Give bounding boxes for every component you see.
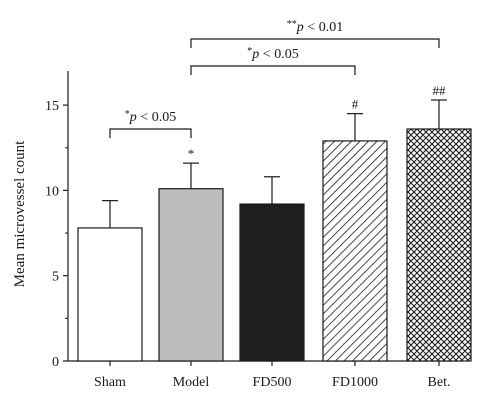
significance-mark: # (352, 97, 359, 112)
significance-mark: ## (433, 83, 447, 98)
x-tick-label: Model (173, 375, 210, 390)
y-axis-title: Mean microvessel count (12, 140, 28, 287)
comparison-label: *p < 0.05 (247, 46, 298, 62)
x-tick-label: FD1000 (332, 375, 378, 390)
x-tick-label: Sham (94, 375, 126, 390)
comparison-bracket (190, 38, 440, 48)
bar-model (158, 188, 224, 362)
comparison-bracket (109, 128, 192, 138)
significance-mark: * (188, 146, 195, 161)
bar-fd1000 (322, 140, 388, 362)
x-tick-label: Bet. (428, 375, 451, 390)
y-tick-label: 15 (45, 99, 59, 114)
y-tick-label: 0 (52, 355, 59, 370)
comparison-label: **p < 0.01 (287, 19, 343, 35)
comparison-bracket (190, 65, 356, 75)
bar-sham (77, 227, 143, 362)
bar-bet (406, 128, 472, 362)
bar-fd500 (239, 203, 305, 362)
x-tick-label: FD500 (253, 375, 292, 390)
comparison-label: *p < 0.05 (125, 109, 176, 125)
y-tick-label: 10 (45, 184, 59, 199)
y-tick-label: 5 (52, 270, 59, 285)
